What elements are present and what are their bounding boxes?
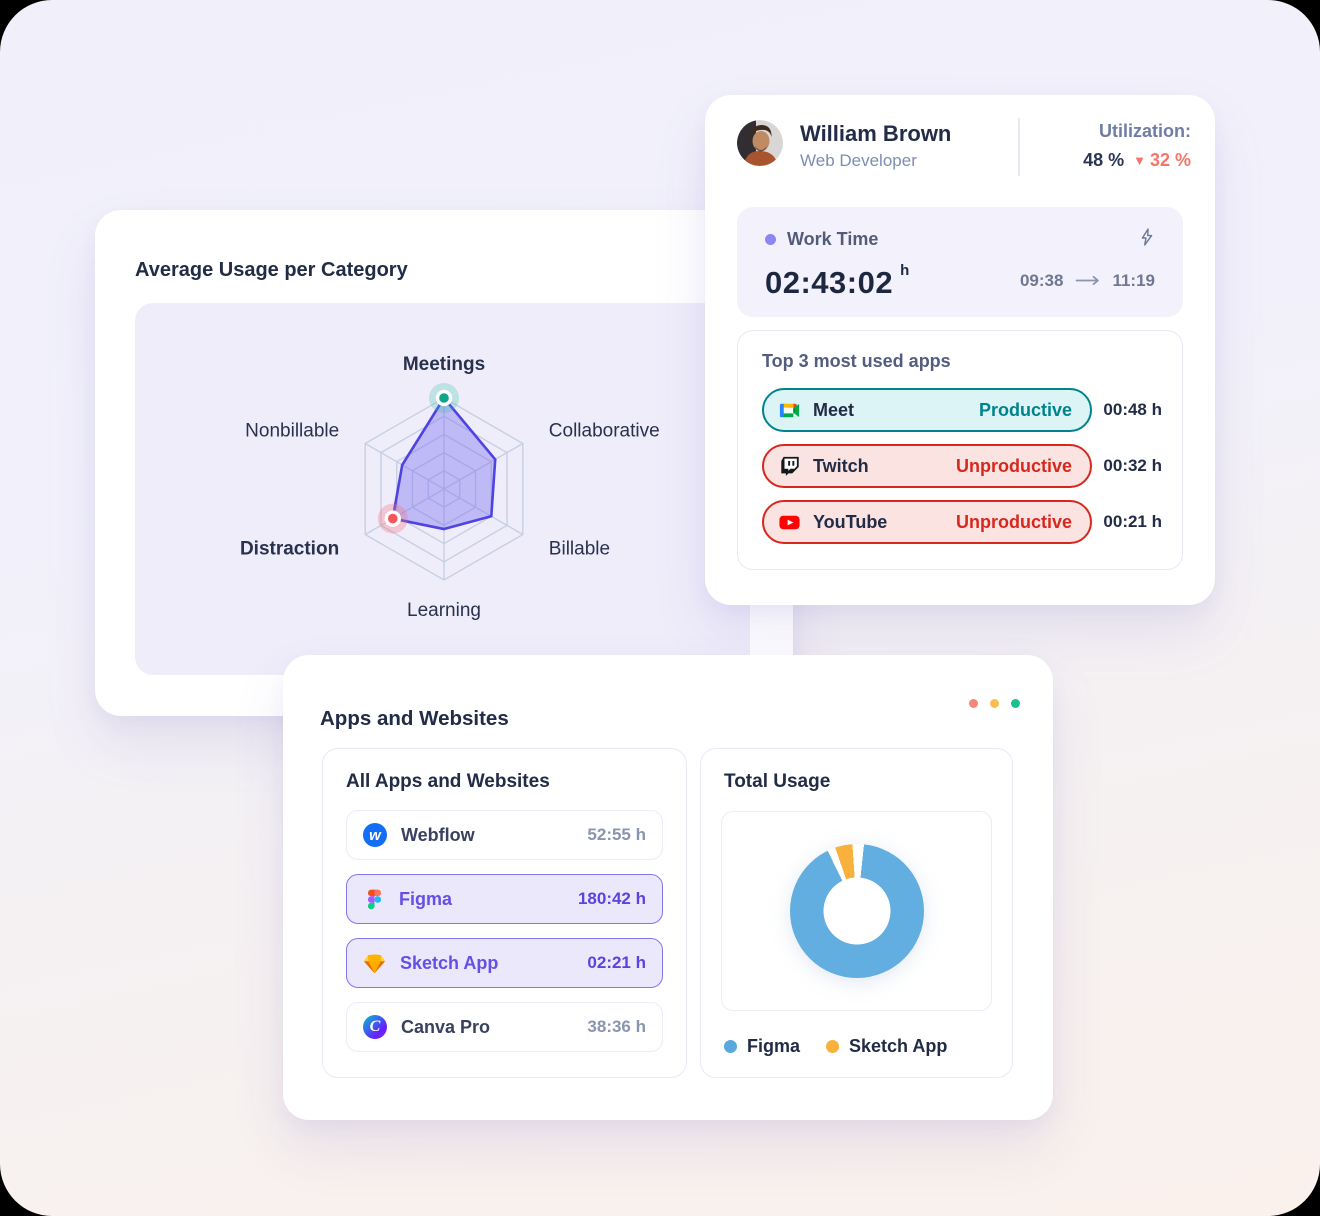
menu-dot-green xyxy=(1011,699,1020,708)
app-row-canva[interactable]: C Canva Pro 38:36 h xyxy=(346,1002,663,1052)
app-name: YouTube xyxy=(813,511,888,532)
app-name: Canva Pro xyxy=(401,1016,491,1037)
canva-icon: C xyxy=(363,1015,387,1039)
menu-dot-red xyxy=(969,699,978,708)
app-pill-twitch[interactable]: Twitch Unproductive xyxy=(762,444,1092,488)
work-time-start: 09:38 xyxy=(1019,271,1064,290)
menu-dots[interactable] xyxy=(969,699,1020,708)
webflow-icon: w xyxy=(363,823,387,847)
legend-label: Sketch App xyxy=(849,1036,948,1056)
app-usage-time: 02:21 h xyxy=(587,953,646,972)
svg-text:Distraction: Distraction xyxy=(240,539,339,560)
all-apps-title: All Apps and Websites xyxy=(346,771,550,792)
radar-card-title: Average Usage per Category xyxy=(135,258,408,281)
app-pill-youtube[interactable]: YouTube Unproductive xyxy=(762,500,1092,544)
utilization-block: Utilization: 48 % ▼ 32 % xyxy=(1083,121,1191,171)
apps-card: Apps and Websites All Apps and Websites … xyxy=(283,655,1053,1120)
triangle-down-icon: ▼ xyxy=(1133,153,1146,168)
all-apps-panel: All Apps and Websites w Webflow 52:55 h xyxy=(322,748,687,1078)
top-apps-title: Top 3 most used apps xyxy=(762,351,951,371)
work-time-label: Work Time xyxy=(787,229,879,249)
app-name: Webflow xyxy=(401,824,475,845)
utilization-label: Utilization: xyxy=(1099,121,1191,141)
app-name: Twitch xyxy=(813,455,869,476)
youtube-icon xyxy=(778,511,801,534)
radar-card: Average Usage per Category Meetings Colla… xyxy=(95,210,793,716)
work-time-dot xyxy=(765,234,776,245)
figma-icon xyxy=(363,889,385,910)
app-usage-time: 00:48 h xyxy=(1103,400,1162,419)
app-usage-time: 52:55 h xyxy=(587,825,646,844)
profile-card: William Brown Web Developer Utilization:… xyxy=(705,95,1215,605)
app-usage-time: 00:21 h xyxy=(1103,512,1162,531)
work-time-digits: 02:43:02 xyxy=(765,265,894,300)
app-status-badge: Unproductive xyxy=(955,455,1072,476)
work-time-value: 02:43:02 h xyxy=(765,262,910,301)
donut-chart xyxy=(789,844,924,978)
top-app-row: Meet Productive 00:48 h xyxy=(762,388,1162,432)
legend-item-sketch[interactable]: Sketch App xyxy=(826,1036,947,1057)
total-usage-title: Total Usage xyxy=(724,771,831,792)
top-app-row: YouTube Unproductive 00:21 h xyxy=(762,500,1162,544)
app-status-badge: Productive xyxy=(978,399,1072,420)
donut-chart-box xyxy=(721,811,992,1011)
svg-text:Learning: Learning xyxy=(407,600,481,621)
utilization-value: 48 % xyxy=(1083,150,1125,170)
app-row-webflow[interactable]: w Webflow 52:55 h xyxy=(346,810,663,860)
arrow-right-icon xyxy=(1075,271,1100,291)
donut-legend: Figma Sketch App xyxy=(724,1036,947,1057)
app-usage-time: 00:32 h xyxy=(1103,456,1162,475)
work-time-box: Work Time 02:43:02 h 09:38 11:19 xyxy=(737,207,1183,317)
app-status-badge: Unproductive xyxy=(955,511,1072,532)
lightning-icon[interactable] xyxy=(1137,226,1157,248)
legend-dot xyxy=(826,1040,840,1053)
utilization-delta-value: 32 % xyxy=(1149,150,1191,170)
top-apps-box: Top 3 most used apps xyxy=(737,330,1183,570)
app-usage-time: 180:42 h xyxy=(577,889,646,908)
app-usage-time: 38:36 h xyxy=(587,1017,646,1036)
legend-dot xyxy=(724,1040,737,1053)
radar-chart-panel: Meetings Collaborative Billable Learning Dis… xyxy=(135,303,750,675)
avatar xyxy=(737,120,783,166)
apps-card-title: Apps and Websites xyxy=(320,707,509,730)
header-divider xyxy=(1018,118,1020,176)
app-row-figma[interactable]: Figma 180:42 h xyxy=(346,874,663,924)
meet-icon xyxy=(778,399,801,422)
svg-text:Meetings: Meetings xyxy=(403,354,485,375)
total-usage-panel: Total Usage Figma Sketch App xyxy=(700,748,1013,1078)
work-time-end: 11:19 xyxy=(1112,271,1155,290)
app-name: Sketch App xyxy=(400,952,499,973)
app-row-sketch[interactable]: Sketch App 02:21 h xyxy=(346,938,663,988)
user-name: William Brown xyxy=(800,121,952,146)
app-name: Meet xyxy=(813,399,855,420)
app-name: Figma xyxy=(399,888,453,909)
work-time-range: 09:38 11:19 xyxy=(1020,271,1155,291)
legend-label: Figma xyxy=(747,1036,801,1056)
legend-item-figma[interactable]: Figma xyxy=(724,1036,800,1057)
app-pill-meet[interactable]: Meet Productive xyxy=(762,388,1092,432)
svg-text:Billable: Billable xyxy=(549,539,610,560)
radar-chart: Meetings Collaborative Billable Learning Dis… xyxy=(240,354,660,621)
menu-dot-amber xyxy=(990,699,999,708)
top-app-row: Twitch Unproductive 00:32 h xyxy=(762,444,1162,488)
work-time-unit: h xyxy=(900,262,910,279)
twitch-icon xyxy=(778,455,801,478)
sketch-icon xyxy=(363,953,386,974)
svg-text:Collaborative: Collaborative xyxy=(549,421,660,442)
utilization-delta: ▼ 32 % xyxy=(1133,150,1191,171)
svg-text:Nonbillable: Nonbillable xyxy=(245,421,339,442)
user-role: Web Developer xyxy=(800,151,917,170)
